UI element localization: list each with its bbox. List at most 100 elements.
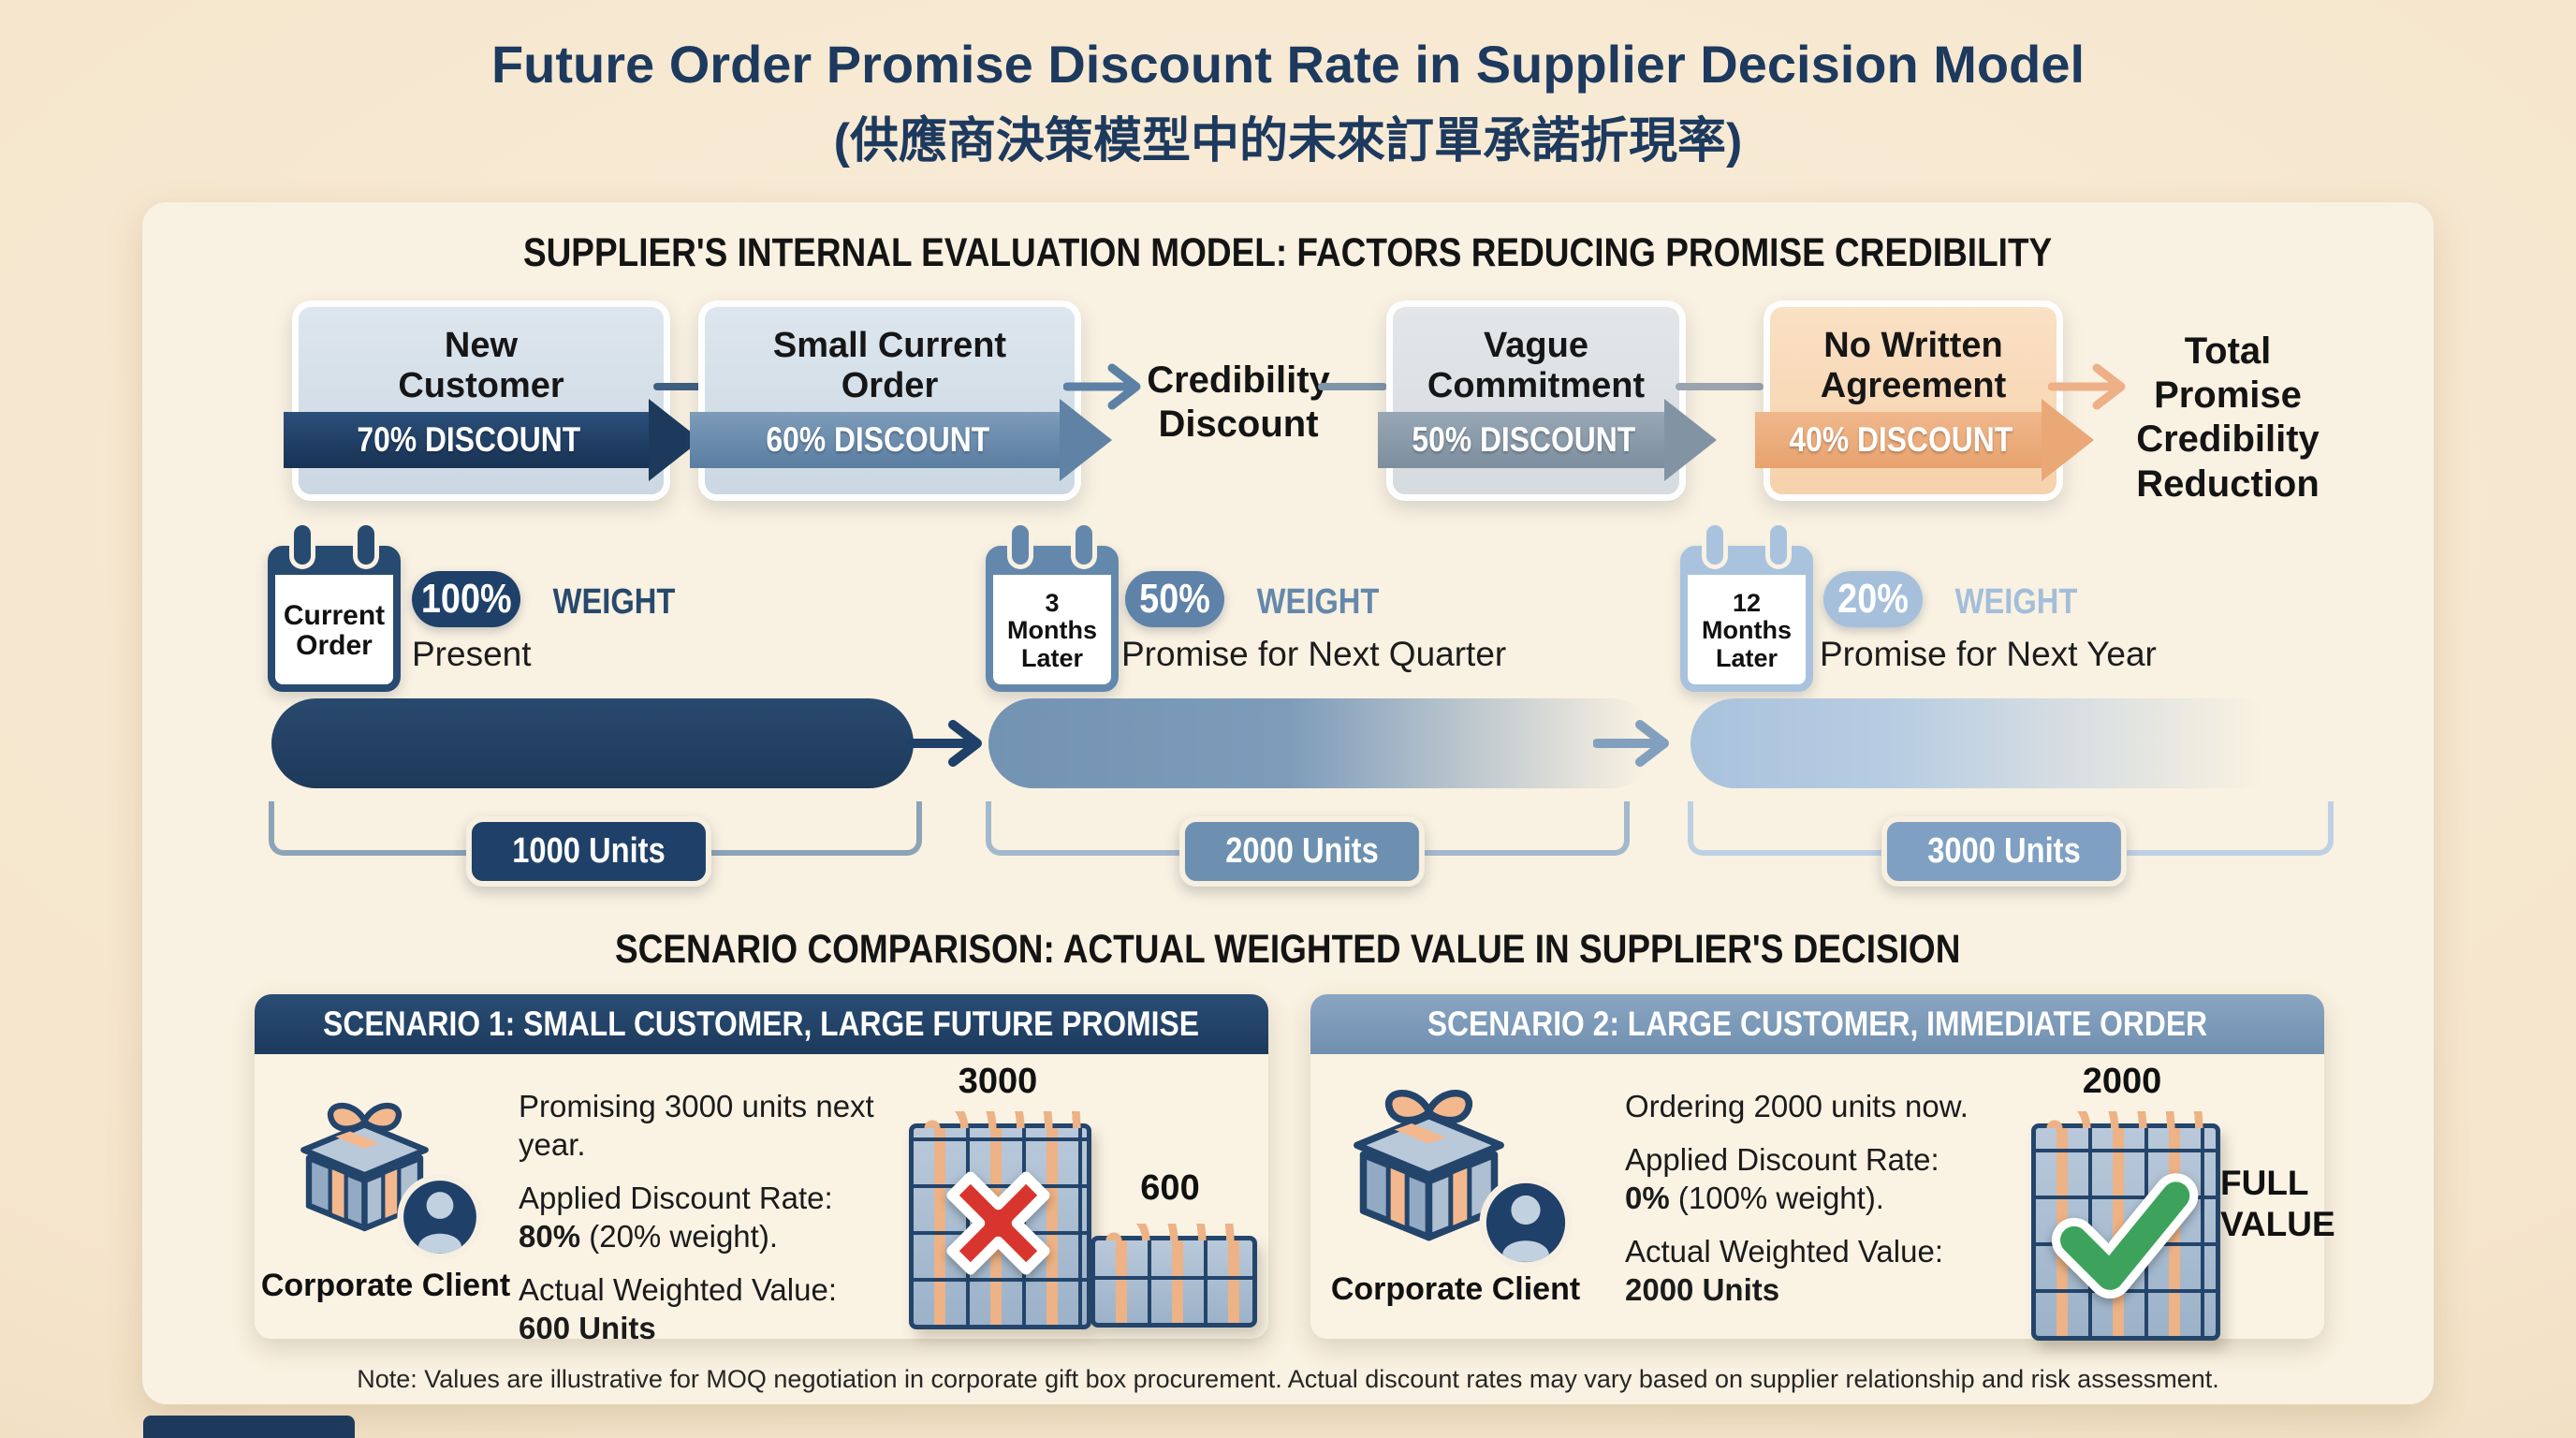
factor-box-small-order: Small Current Order 60% DISCOUNT — [690, 301, 1112, 501]
units-pill: 1000 Units — [465, 816, 712, 887]
discount-arrow-banner: 60% DISCOUNT — [690, 399, 1112, 481]
red-cross-icon — [946, 1171, 1050, 1275]
factor-label: Small Current Order — [772, 326, 1007, 405]
right-arrow-icon — [906, 720, 982, 767]
big-stack-group: 2000 — [2024, 1062, 2220, 1341]
factor-label: New Customer — [398, 326, 564, 405]
calendar-top — [272, 550, 396, 575]
weighted-value-line: Actual Weighted Value: 2000 Units — [1625, 1233, 2037, 1310]
calendar-ring-icon — [1012, 525, 1029, 565]
weighted-value-line: Actual Weighted Value: 600 Units — [519, 1271, 912, 1348]
weight-pill: 50% — [1125, 571, 1224, 627]
gift-stack — [1090, 1224, 1257, 1328]
calendar-ring-icon — [358, 525, 374, 565]
scenario-1-text: Promising 3000 units next year. Applied … — [519, 1088, 912, 1362]
factor-box-new-customer: New Customer 70% DISCOUNT — [284, 301, 701, 501]
arrow-band — [284, 412, 654, 468]
stack-count-label: 3000 — [958, 1062, 1038, 1101]
rate-value: 0% — [1625, 1180, 1670, 1215]
connector-line — [653, 383, 702, 390]
arrow-head-icon — [2042, 399, 2094, 481]
connector-line — [1676, 383, 1764, 390]
big-stack-group: 3000 — [904, 1062, 1091, 1329]
connector-line — [1318, 383, 1387, 390]
weighted-value: 600 Units — [519, 1310, 656, 1345]
calendar-icon: 12 Months Later — [1680, 525, 1813, 692]
calendar-icon: 3 Months Later — [986, 525, 1119, 692]
weight-word: WEIGHT — [1954, 582, 2078, 622]
scenario-2-text: Ordering 2000 units now. Applied Discoun… — [1625, 1088, 2037, 1325]
total-reduction-label: Total Promise Credibility Reduction — [2136, 330, 2320, 505]
bottom-strip — [143, 1416, 355, 1438]
arrow-head-icon — [1060, 399, 1112, 481]
discount-arrow-banner: 40% DISCOUNT — [1755, 399, 2094, 481]
scenario-2-card: SCENARIO 2: LARGE CUSTOMER, IMMEDIATE OR… — [1310, 994, 2335, 1341]
arrow-head-icon — [1664, 399, 1717, 481]
right-arrow-icon — [1063, 363, 1141, 410]
scenario-1-card: SCENARIO 1: SMALL CUSTOMER, LARGE FUTURE… — [255, 994, 1268, 1345]
timeline-bar-quarter — [988, 698, 1657, 788]
calendar-ring-icon — [1706, 525, 1723, 565]
factor-label: No Written Agreement — [1820, 326, 2007, 405]
rate-value: 80% — [519, 1218, 581, 1254]
arrow-band — [1378, 412, 1670, 468]
period-desc: Promise for Next Quarter — [1121, 635, 1507, 673]
person-icon — [1479, 1176, 1573, 1269]
rate-weight: (20% weight). — [580, 1218, 778, 1254]
full-value-label: FULL VALUE — [2220, 1164, 2335, 1244]
discount-arrow-banner: 50% DISCOUNT — [1378, 399, 1717, 481]
calendar-icon: Current Order — [268, 525, 401, 692]
scenario-1-body: Corporate Client Promising 3000 units ne… — [255, 1054, 1268, 1345]
stack-count-label: 2000 — [2082, 1062, 2162, 1101]
small-stack-group: 600 — [1086, 1168, 1257, 1328]
weight-word: WEIGHT — [1256, 582, 1380, 622]
units-pill: 3000 Units — [1881, 816, 2128, 887]
calendar-ring-icon — [1076, 525, 1092, 565]
green-check-icon — [2051, 1173, 2199, 1299]
scenario-2-body: Corporate Client Ordering 2000 units now… — [1310, 1054, 2335, 1341]
footnote: Note: Values are illustrative for MOQ ne… — [357, 1365, 2219, 1393]
discount-label: 40% DISCOUNT — [1789, 420, 2013, 459]
discount-label: 50% DISCOUNT — [1412, 420, 1636, 459]
calendar-text: Current Order — [283, 599, 386, 661]
weight-pill: 20% — [1823, 571, 1923, 627]
factor-label: Vague Commitment — [1427, 326, 1646, 405]
promise-line: Promising 3000 units next year. — [519, 1089, 874, 1162]
credibility-discount-label: Credibility Discount — [1147, 360, 1330, 446]
scenario-1-header: SCENARIO 1: SMALL CUSTOMER, LARGE FUTURE… — [255, 994, 1268, 1054]
timeline-bar-present — [271, 698, 914, 788]
weight-word: WEIGHT — [552, 582, 676, 622]
discount-rate-line: Applied Discount Rate: 0% (100% weight). — [1625, 1141, 1939, 1215]
units-pill: 2000 Units — [1178, 816, 1426, 887]
arrow-band — [1755, 412, 2047, 468]
calendar-ring-icon — [294, 525, 311, 565]
comparison-heading: SCENARIO COMPARISON: ACTUAL WEIGHTED VAL… — [615, 927, 1961, 972]
stack-count-label: 600 — [1140, 1168, 1200, 1208]
period-desc: Present — [412, 635, 532, 673]
weight-pill: 100% — [412, 571, 520, 627]
arrow-band — [690, 412, 1065, 468]
timeline-bar-year — [1690, 698, 2290, 788]
right-arrow-icon — [2048, 363, 2126, 410]
calendar-text: 3 Months Later — [1007, 589, 1097, 672]
weighted-value: 2000 Units — [1625, 1271, 1780, 1307]
factor-box-no-agreement: No Written Agreement 40% DISCOUNT — [1755, 301, 2094, 501]
gift-box-icon — [1354, 1089, 1504, 1241]
scenario-2-header: SCENARIO 2: LARGE CUSTOMER, IMMEDIATE OR… — [1310, 994, 2324, 1054]
evaluation-heading: SUPPLIER'S INTERNAL EVALUATION MODEL: FA… — [523, 230, 2053, 275]
calendar-text: 12 Months Later — [1702, 589, 1792, 672]
right-arrow-icon — [1593, 720, 1669, 767]
discount-label: 70% DISCOUNT — [357, 420, 581, 459]
client-label: Corporate Client — [260, 1268, 511, 1303]
discount-rate-line: Applied Discount Rate: 80% (20% weight). — [519, 1180, 833, 1254]
person-icon — [397, 1174, 483, 1260]
order-line: Ordering 2000 units now. — [1625, 1089, 1969, 1123]
page-title-chinese: (供應商決策模型中的未來訂單承諾折現率) — [833, 114, 1743, 169]
discount-arrow-banner: 70% DISCOUNT — [284, 399, 701, 481]
calendar-ring-icon — [1770, 525, 1787, 565]
period-desc: Promise for Next Year — [1820, 635, 2157, 673]
page-title: Future Order Promise Discount Rate in Su… — [490, 35, 2086, 94]
factor-box-vague-commitment: Vague Commitment 50% DISCOUNT — [1378, 301, 1717, 501]
calendar-top — [1685, 550, 1808, 575]
